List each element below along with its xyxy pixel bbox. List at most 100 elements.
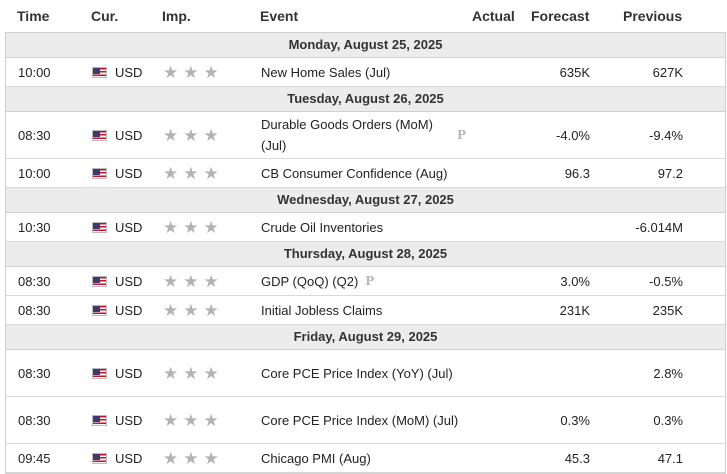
importance-star-icon: ★ xyxy=(203,448,219,468)
importance-star-icon: ★ xyxy=(183,410,199,430)
importance-rating: ★ ★ ★ xyxy=(163,159,224,187)
importance-star-icon: ★ xyxy=(163,125,179,145)
event-forecast: 231K xyxy=(559,302,590,318)
importance-star-icon: ★ xyxy=(163,62,179,82)
event-name[interactable]: Crude Oil Inventories xyxy=(261,219,384,235)
importance-star-icon: ★ xyxy=(163,448,179,468)
preliminary-icon: P xyxy=(456,127,466,142)
importance-star-icon: ★ xyxy=(183,271,199,291)
event-forecast: 635K xyxy=(559,64,590,80)
event-currency: USD xyxy=(115,273,143,289)
event-name-cell: Core PCE Price Index (MoM) (Jul) xyxy=(261,397,466,443)
preliminary-icon: P xyxy=(365,273,375,288)
event-currency: USD xyxy=(115,302,143,318)
importance-star-icon: ★ xyxy=(203,217,219,237)
event-previous: -0.5% xyxy=(649,273,683,289)
event-time: 08:30 xyxy=(18,127,51,143)
header-currency[interactable]: Cur. xyxy=(91,8,119,24)
importance-star-icon: ★ xyxy=(203,410,219,430)
importance-star-icon: ★ xyxy=(183,363,199,383)
event-name[interactable]: Core PCE Price Index (YoY) (Jul) xyxy=(261,365,453,381)
event-currency: USD xyxy=(115,450,143,466)
importance-star-icon: ★ xyxy=(183,125,199,145)
event-row[interactable]: 10:30 USD ★ ★ ★ Crude Oil Inventories -6.014M xyxy=(6,213,725,242)
table-header: Time Cur. Imp. Event Actual Forecast Pre… xyxy=(5,0,726,32)
header-previous[interactable]: Previous xyxy=(623,8,683,24)
us-flag-icon xyxy=(92,112,107,158)
event-currency: USD xyxy=(115,127,143,143)
importance-rating: ★ ★ ★ xyxy=(163,296,224,324)
importance-star-icon: ★ xyxy=(163,300,179,320)
us-flag-icon xyxy=(92,267,107,295)
importance-star-icon: ★ xyxy=(203,62,219,82)
event-time: 10:30 xyxy=(18,219,51,235)
economic-calendar: Time Cur. Imp. Event Actual Forecast Pre… xyxy=(5,0,726,474)
event-previous: 97.2 xyxy=(657,165,683,181)
importance-rating: ★ ★ ★ xyxy=(163,213,224,241)
us-flag-icon xyxy=(92,397,107,443)
event-name[interactable]: CB Consumer Confidence (Aug) xyxy=(261,165,448,181)
day-header: Friday, August 29, 2025 xyxy=(6,325,725,350)
event-time: 10:00 xyxy=(18,64,51,80)
event-time: 10:00 xyxy=(18,165,51,181)
event-name[interactable]: GDP (QoQ) (Q2) xyxy=(261,273,359,289)
importance-star-icon: ★ xyxy=(203,271,219,291)
event-name-cell: Core PCE Price Index (YoY) (Jul) xyxy=(261,350,466,396)
importance-star-icon: ★ xyxy=(203,300,219,320)
importance-rating: ★ ★ ★ xyxy=(163,112,224,158)
us-flag-icon xyxy=(92,58,107,86)
us-flag-icon xyxy=(92,159,107,187)
importance-star-icon: ★ xyxy=(163,363,179,383)
importance-star-icon: ★ xyxy=(203,363,219,383)
importance-rating: ★ ★ ★ xyxy=(163,444,224,472)
event-row[interactable]: 08:30 USD ★ ★ ★ GDP (QoQ) (Q2) P 3.0% -0.5% xyxy=(6,267,725,296)
event-row[interactable]: 08:30 USD ★ ★ ★ Durable Goods Orders (MoM) (J… xyxy=(6,112,725,159)
importance-star-icon: ★ xyxy=(163,217,179,237)
event-currency: USD xyxy=(115,64,143,80)
event-previous: 47.1 xyxy=(657,450,683,466)
header-time[interactable]: Time xyxy=(17,8,50,24)
importance-star-icon: ★ xyxy=(203,125,219,145)
event-currency: USD xyxy=(115,165,143,181)
event-name-cell: Chicago PMI (Aug) xyxy=(261,444,466,472)
event-currency: USD xyxy=(115,365,143,381)
event-previous: -9.4% xyxy=(649,127,683,143)
event-name-cell: CB Consumer Confidence (Aug) xyxy=(261,159,466,187)
event-time: 08:30 xyxy=(18,273,51,289)
event-forecast: 45.3 xyxy=(564,450,590,466)
event-name[interactable]: Core PCE Price Index (MoM) (Jul) xyxy=(261,412,459,428)
event-time: 08:30 xyxy=(18,412,51,428)
event-row[interactable]: 08:30 USD ★ ★ ★ Core PCE Price Index (YoY) (J… xyxy=(6,350,725,397)
event-name[interactable]: Durable Goods Orders (MoM) (Jul) xyxy=(261,117,433,153)
importance-star-icon: ★ xyxy=(163,163,179,183)
importance-star-icon: ★ xyxy=(183,62,199,82)
importance-star-icon: ★ xyxy=(163,271,179,291)
importance-star-icon: ★ xyxy=(183,300,199,320)
event-row[interactable]: 10:00 USD ★ ★ ★ New Home Sales (Jul) 635K 627K xyxy=(6,58,725,87)
header-importance[interactable]: Imp. xyxy=(162,8,191,24)
header-actual[interactable]: Actual xyxy=(472,8,515,24)
event-name-cell: Crude Oil Inventories xyxy=(261,213,466,241)
us-flag-icon xyxy=(92,213,107,241)
header-forecast[interactable]: Forecast xyxy=(531,8,590,24)
event-forecast: 3.0% xyxy=(560,273,590,289)
event-row[interactable]: 10:00 USD ★ ★ ★ CB Consumer Confidence (Aug) 9… xyxy=(6,159,725,188)
importance-star-icon: ★ xyxy=(163,410,179,430)
event-previous: 0.3% xyxy=(653,412,683,428)
event-name[interactable]: Initial Jobless Claims xyxy=(261,302,383,318)
importance-star-icon: ★ xyxy=(203,163,219,183)
event-previous: 235K xyxy=(652,302,683,318)
event-name[interactable]: New Home Sales (Jul) xyxy=(261,64,391,80)
event-name-cell: Initial Jobless Claims xyxy=(261,296,466,324)
event-name[interactable]: Chicago PMI (Aug) xyxy=(261,450,371,466)
importance-rating: ★ ★ ★ xyxy=(163,397,224,443)
importance-rating: ★ ★ ★ xyxy=(163,350,224,396)
event-previous: 627K xyxy=(652,64,683,80)
event-name-cell: New Home Sales (Jul) xyxy=(261,58,466,86)
event-row[interactable]: 09:45 USD ★ ★ ★ Chicago PMI (Aug) 45.3 47.1 xyxy=(6,444,725,473)
event-row[interactable]: 08:30 USD ★ ★ ★ Initial Jobless Claims 231K 235… xyxy=(6,296,725,325)
event-currency: USD xyxy=(115,412,143,428)
event-forecast: 0.3% xyxy=(560,412,590,428)
event-row[interactable]: 08:30 USD ★ ★ ★ Core PCE Price Index (MoM) (J… xyxy=(6,397,725,444)
header-event[interactable]: Event xyxy=(260,8,299,24)
